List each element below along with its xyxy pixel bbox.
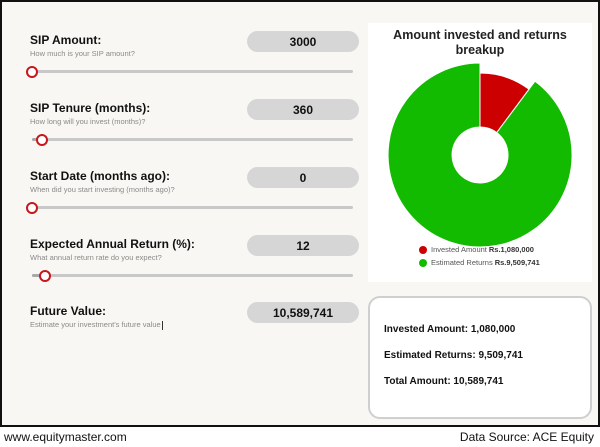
green-dot-icon xyxy=(419,258,427,267)
donut-chart xyxy=(387,62,573,248)
legend-label: Invested Amount xyxy=(431,245,487,254)
chart-title: Amount invested and returns breakup xyxy=(368,28,592,58)
future-value-label: Future Value: xyxy=(30,304,107,318)
start-date-slider-thumb[interactable] xyxy=(26,201,38,214)
annual-return-input[interactable]: 12 xyxy=(247,235,359,256)
sip-tenure-label: SIP Tenure (months): xyxy=(30,101,151,115)
red-dot-icon xyxy=(419,245,427,254)
chart-title-line1: Amount invested and returns xyxy=(393,28,567,42)
start-date-label: Start Date (months ago): xyxy=(30,169,171,183)
data-source: Data Source: ACE Equity xyxy=(459,430,594,444)
sip-tenure-input[interactable]: 360 xyxy=(247,99,359,120)
start-date-hint: When did you start investing (months ago… xyxy=(30,185,175,194)
summary-box: Invested Amount: 1,080,000 Estimated Ret… xyxy=(368,296,592,419)
breakup-chart-card: Amount invested and returns breakup Inve… xyxy=(368,23,592,282)
legend-value: Rs.9,509,741 xyxy=(494,258,540,267)
annual-return-hint: What annual return rate do you expect? xyxy=(30,253,162,262)
chart-legend: Invested Amount Rs.1,080,000 Estimated R… xyxy=(419,243,540,269)
annual-return-label: Expected Annual Return (%): xyxy=(30,237,195,251)
invested-amount-slice[interactable] xyxy=(479,72,530,134)
legend-label: Estimated Returns xyxy=(431,258,493,267)
future-value-output: 10,589,741 xyxy=(247,302,359,323)
sip-tenure-slider-thumb[interactable] xyxy=(35,133,48,146)
summary-total: Total Amount: 10,589,741 xyxy=(384,376,504,387)
legend-item-invested[interactable]: Invested Amount Rs.1,080,000 xyxy=(419,243,540,256)
site-url: www.equitymaster.com xyxy=(4,430,127,444)
text-caret xyxy=(161,320,163,330)
sip-amount-slider-thumb[interactable] xyxy=(26,65,38,78)
annual-return-slider[interactable] xyxy=(32,269,353,282)
start-date-slider[interactable] xyxy=(26,201,353,214)
sip-amount-slider[interactable] xyxy=(26,65,353,78)
summary-invested: Invested Amount: 1,080,000 xyxy=(384,324,516,335)
annual-return-slider-thumb[interactable] xyxy=(38,269,51,282)
annual-return-slider-fill xyxy=(32,274,45,277)
legend-value: Rs.1,080,000 xyxy=(488,245,534,254)
legend-item-returns[interactable]: Estimated Returns Rs.9,509,741 xyxy=(419,256,540,269)
estimated-returns-slice[interactable] xyxy=(387,62,573,248)
future-value-hint-text: Estimate your investment's future value xyxy=(30,320,161,329)
sip-tenure-hint: How long will you invest (months)? xyxy=(30,117,146,126)
sip-amount-input[interactable]: 3000 xyxy=(247,31,359,52)
sip-amount-label: SIP Amount: xyxy=(30,33,102,47)
sip-amount-hint: How much is your SIP amount? xyxy=(30,49,135,58)
sip-tenure-slider[interactable] xyxy=(32,133,353,146)
start-date-input[interactable]: 0 xyxy=(247,167,359,188)
summary-returns: Estimated Returns: 9,509,741 xyxy=(384,350,523,361)
future-value-hint: Estimate your investment's future value xyxy=(30,320,163,330)
chart-title-line2: breakup xyxy=(455,43,505,57)
